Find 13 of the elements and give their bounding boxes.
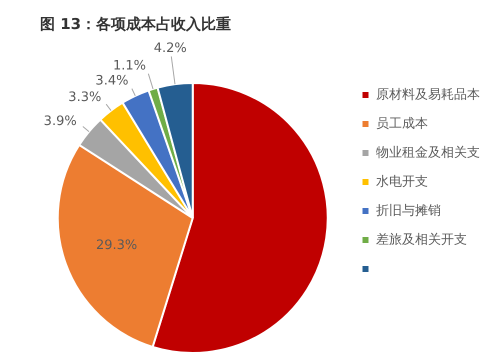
legend-label: 原材料及易耗品本: [376, 87, 480, 102]
data-label: 1.1%: [112, 58, 146, 74]
legend-label: 员工成本: [376, 116, 428, 132]
legend-label: 差旅及相关开支: [376, 232, 467, 248]
data-label: 3.4%: [95, 74, 128, 89]
data-label: 4.2%: [154, 40, 187, 56]
data-label: 3.9%: [44, 114, 77, 129]
data-label: 29.3%: [96, 238, 138, 254]
chart-title: 图 13：各项成本占收入比重: [40, 14, 232, 33]
data-label: 3.3%: [68, 90, 102, 106]
legend-label: 物业租金及相关支: [376, 145, 480, 160]
legend-label: 折旧与摊销: [376, 203, 441, 218]
legend-label: 水电开支: [376, 174, 428, 190]
